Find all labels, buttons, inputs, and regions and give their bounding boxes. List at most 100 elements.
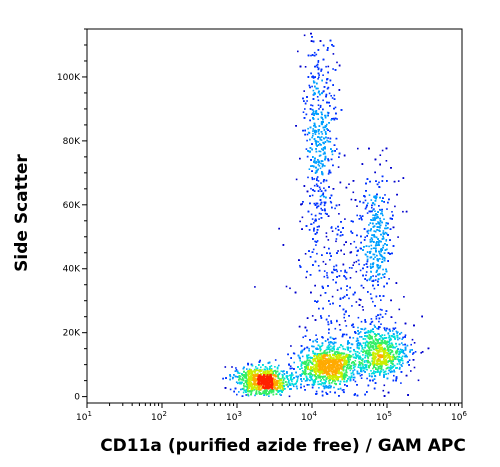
data-point (325, 380, 327, 383)
data-point (318, 90, 320, 93)
data-point (325, 82, 328, 84)
data-point (359, 374, 362, 377)
data-point (346, 289, 348, 291)
data-point (313, 165, 315, 168)
data-point (372, 214, 374, 216)
data-point (383, 327, 386, 329)
data-point (290, 378, 292, 381)
data-point (387, 372, 390, 375)
data-point (236, 370, 239, 373)
data-point (305, 148, 308, 150)
data-point (316, 177, 318, 180)
data-point (310, 213, 313, 216)
data-point (359, 299, 362, 301)
data-point (312, 89, 315, 92)
data-point (346, 380, 348, 382)
data-point (311, 386, 314, 389)
data-point (401, 365, 403, 367)
data-point (323, 86, 326, 88)
data-point (336, 252, 338, 254)
data-point (316, 82, 318, 85)
data-point (375, 315, 378, 318)
data-point (354, 199, 357, 201)
data-point (384, 249, 387, 251)
data-point (381, 249, 383, 251)
data-point (361, 345, 363, 347)
data-point (313, 383, 316, 385)
data-point (401, 338, 403, 340)
data-point (361, 328, 363, 330)
data-point (304, 372, 307, 374)
data-point (322, 192, 325, 194)
data-point (297, 375, 300, 378)
data-point (303, 117, 306, 119)
data-point (312, 248, 315, 251)
data-point (349, 347, 352, 349)
data-point (305, 225, 308, 227)
data-point (303, 185, 306, 187)
data-point (356, 370, 359, 373)
data-point (331, 295, 334, 298)
data-point (353, 356, 356, 359)
data-point (355, 246, 357, 249)
data-point (366, 251, 369, 253)
data-point (375, 217, 378, 219)
data-point (320, 68, 323, 71)
data-point (358, 298, 361, 301)
data-point (378, 240, 380, 242)
data-point (369, 210, 372, 213)
data-point (317, 348, 319, 350)
data-point (312, 382, 315, 384)
data-point (308, 132, 311, 134)
data-point (370, 199, 373, 201)
data-point (366, 230, 369, 233)
data-point (396, 332, 398, 334)
data-point (344, 271, 346, 273)
data-point (382, 338, 384, 340)
data-point (353, 367, 355, 369)
data-point (380, 233, 382, 236)
data-point (320, 182, 322, 184)
data-point (328, 122, 330, 124)
data-point (320, 131, 323, 133)
data-point (289, 365, 292, 367)
data-point (370, 244, 373, 247)
data-point (324, 263, 327, 265)
data-point (326, 252, 328, 254)
data-point (322, 147, 325, 149)
data-point (364, 343, 367, 346)
data-point (295, 178, 298, 181)
data-point (316, 185, 319, 187)
data-point (385, 310, 388, 312)
data-point (357, 339, 360, 342)
data-point (386, 248, 388, 251)
data-point (409, 349, 412, 351)
data-point (306, 329, 308, 332)
data-point (318, 165, 321, 167)
data-point (369, 241, 372, 243)
data-point (328, 247, 330, 250)
data-point (382, 369, 385, 371)
data-point (320, 317, 323, 319)
data-point (315, 393, 317, 395)
data-point (316, 169, 318, 172)
data-point (334, 150, 336, 152)
data-point (395, 330, 398, 333)
data-point (325, 391, 327, 394)
data-point (338, 346, 341, 349)
data-point (378, 205, 380, 207)
data-point (312, 374, 314, 376)
data-point (392, 245, 395, 247)
data-point (280, 394, 282, 396)
data-point (323, 179, 325, 181)
data-point (329, 171, 332, 174)
data-point (304, 335, 307, 337)
data-point (281, 373, 284, 376)
data-point (369, 252, 371, 254)
data-point (322, 385, 325, 387)
data-point (389, 368, 392, 371)
data-point (354, 380, 357, 383)
data-point (317, 205, 320, 207)
data-point (328, 92, 331, 95)
data-point (362, 351, 364, 353)
